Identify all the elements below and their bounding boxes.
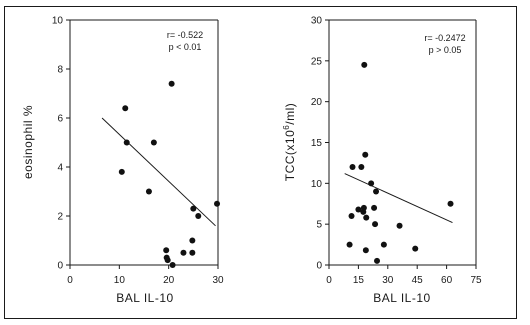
right-chart-points	[346, 61, 454, 264]
left-chart-data-point	[150, 139, 157, 146]
right-chart-fit-line	[344, 173, 453, 223]
right-chart-data-point	[349, 164, 356, 170]
right-chart-y-label-superscript: 6	[282, 125, 291, 130]
left-chart-fit-line	[101, 117, 216, 227]
right-chart-data-point	[372, 221, 379, 228]
right-chart-x-tick-label: 60	[441, 275, 453, 286]
left-chart-data-point	[169, 262, 176, 268]
right-chart-data-point	[368, 180, 375, 187]
right-chart-data-point	[363, 214, 370, 221]
right-chart-data-point	[361, 61, 368, 68]
tcc-scatter-panel: 0 5 10 15 20 25 30 0 15 30 45 60 75 r= -0.2472 p > …	[282, 16, 482, 306]
left-chart-y-tick-label: 8	[57, 65, 63, 76]
left-chart-data-point	[118, 168, 125, 175]
left-chart-x-tick-label: 20	[163, 275, 175, 286]
right-chart-data-point	[346, 241, 353, 248]
left-chart-data-point	[168, 80, 175, 87]
right-chart-y-tick-label: 10	[311, 179, 323, 190]
right-chart-y-tick-label: 30	[311, 16, 323, 27]
right-chart-x-tick-label: 15	[353, 275, 365, 286]
right-chart-r-value: r= -0.2472	[424, 33, 465, 43]
right-chart-x-label: BAL IL-10	[373, 291, 430, 305]
left-chart-data-point	[180, 249, 187, 256]
left-chart-data-point	[122, 105, 129, 112]
right-chart-data-point	[355, 206, 362, 213]
right-chart-data-point	[373, 188, 380, 195]
left-chart-y-tick-label: 10	[52, 16, 64, 27]
right-chart-data-point	[380, 241, 387, 248]
left-chart-y-tick-label: 6	[57, 114, 63, 125]
left-chart-data-point	[145, 188, 152, 195]
right-chart-data-point	[362, 247, 369, 254]
right-chart-data-point	[374, 257, 381, 264]
left-chart-y-tick-label: 2	[57, 212, 63, 223]
left-chart-y-ticks: 0 2 4 6 8 10	[52, 16, 70, 272]
left-chart-data-point	[164, 257, 171, 264]
right-chart-data-point	[396, 222, 403, 229]
right-chart-y-tick-label: 25	[311, 56, 323, 67]
left-chart-x-label: BAL IL-10	[116, 291, 173, 305]
figure-frame	[4, 6, 517, 319]
left-chart-p-value: p < 0.01	[169, 42, 202, 52]
right-chart-x-tick-label: 0	[326, 275, 332, 286]
right-chart-y-tick-label: 20	[311, 97, 323, 108]
left-chart-data-point	[163, 247, 170, 254]
right-chart-data-point	[360, 204, 367, 211]
right-chart-data-point	[447, 200, 454, 207]
left-chart-x-tick-label: 0	[67, 275, 73, 286]
left-chart-x-tick-label: 30	[212, 275, 224, 286]
left-chart-data-point	[214, 200, 221, 207]
right-chart-x-tick-label: 30	[382, 275, 394, 286]
right-chart-data-point	[412, 245, 419, 252]
left-chart-data-point	[189, 237, 196, 244]
left-chart-y-tick-label: 4	[57, 163, 63, 174]
left-chart-x-tick-label: 10	[114, 275, 126, 286]
left-chart-r-value: r= -0.522	[167, 30, 203, 40]
left-chart-data-point	[190, 205, 197, 212]
left-chart-x-ticks: 0 10 20 30	[67, 265, 224, 286]
eosinophil-scatter-panel: 0 2 4 6 8 10 0 10 20 30 r= -0.522 p < 0.01 BAL I…	[21, 16, 224, 306]
right-chart-data-point	[371, 204, 378, 211]
right-chart-x-ticks: 0 15 30 45 60 75	[326, 265, 482, 286]
right-chart-data-point	[362, 151, 369, 158]
left-chart-y-tick-label: 0	[57, 261, 63, 272]
right-chart-y-tick-label: 5	[316, 220, 322, 231]
right-chart-y-label: TCC(x106/ml)	[282, 103, 297, 181]
right-chart-x-tick-label: 75	[470, 275, 482, 286]
right-chart-y-ticks: 0 5 10 15 20 25 30	[311, 16, 329, 272]
right-chart-y-label-unit: /ml)	[283, 103, 297, 125]
right-chart-data-point	[358, 164, 365, 170]
left-chart-y-label: eosinophil %	[21, 105, 35, 179]
right-chart-x-tick-label: 45	[412, 275, 424, 286]
left-chart-data-point	[123, 139, 130, 146]
left-chart-points	[118, 80, 221, 268]
left-chart-data-point	[189, 249, 196, 256]
right-chart-p-value: p > 0.05	[429, 45, 462, 55]
right-chart-y-tick-label: 0	[316, 261, 322, 272]
right-chart-data-point	[348, 213, 355, 219]
right-chart-y-label-main: TCC(x10	[283, 130, 297, 182]
right-chart-y-tick-label: 15	[311, 138, 323, 149]
left-chart-data-point	[195, 213, 202, 219]
